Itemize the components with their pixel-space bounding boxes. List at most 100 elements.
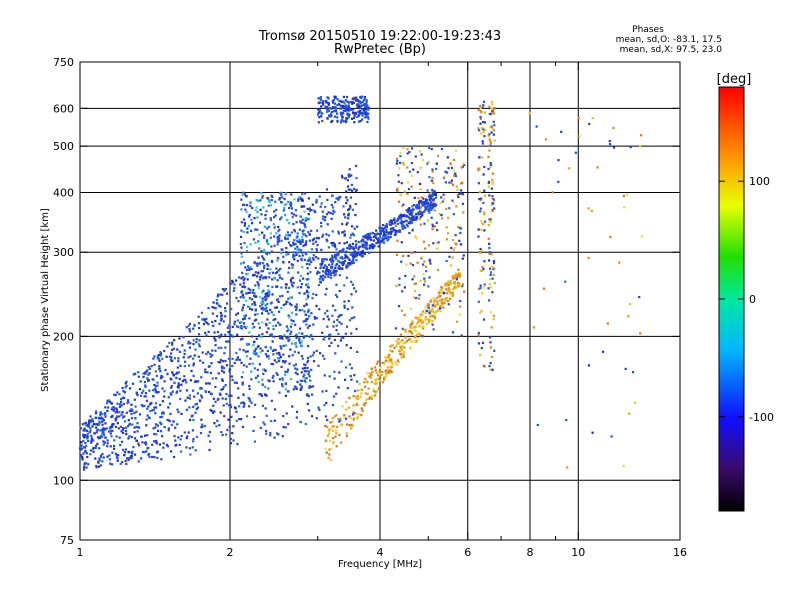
echo-point: [301, 240, 304, 243]
echo-point: [436, 247, 439, 250]
echo-point: [334, 96, 337, 100]
echo-point: [288, 266, 291, 270]
echo-point: [156, 429, 160, 432]
echo-point: [274, 306, 277, 309]
echo-point: [223, 307, 227, 310]
echo-point: [238, 417, 241, 421]
echo-point: [154, 412, 157, 415]
echo-point: [350, 253, 353, 256]
echo-point: [325, 267, 328, 270]
echo-point: [224, 309, 227, 313]
echo-point: [381, 239, 384, 243]
echo-point: [192, 364, 195, 367]
echo-point: [394, 327, 397, 330]
echo-point: [408, 150, 411, 154]
echo-point: [117, 427, 120, 430]
echo-point: [341, 405, 344, 408]
echo-point: [426, 201, 429, 204]
echo-point: [82, 429, 85, 432]
echo-point: [343, 284, 346, 287]
echo-point: [90, 437, 94, 440]
echo-point: [303, 335, 306, 338]
echo-point: [292, 213, 296, 216]
echo-point: [343, 304, 346, 307]
echo-point: [164, 368, 167, 372]
echo-point: [482, 286, 486, 289]
colorbar-tick-label: 0: [749, 293, 756, 306]
echo-point: [354, 190, 357, 193]
echo-point: [89, 426, 92, 430]
echo-point: [318, 308, 321, 311]
echo-point: [348, 258, 351, 262]
echo-point: [363, 95, 367, 99]
echo-point: [220, 369, 224, 373]
echo-point: [414, 155, 417, 158]
stats-x-mode: mean, sd,X: 97.5, 23.0: [620, 45, 723, 55]
echo-point: [379, 370, 382, 373]
echo-point: [453, 276, 456, 280]
echo-point: [205, 382, 208, 385]
echo-point: [493, 199, 496, 202]
echo-point: [261, 332, 264, 336]
echo-point: [327, 234, 330, 237]
echo-point: [248, 291, 251, 294]
echo-point: [375, 378, 378, 381]
echo-point: [181, 380, 184, 383]
echo-point: [102, 443, 105, 446]
echo-point: [454, 172, 457, 175]
echo-point: [183, 375, 186, 378]
echo-point: [249, 288, 252, 291]
echo-point: [300, 371, 303, 374]
echo-point: [281, 435, 284, 438]
echo-point: [362, 99, 365, 102]
echo-point: [120, 400, 123, 404]
echo-point: [375, 371, 378, 374]
echo-point: [284, 302, 287, 306]
colorbar-tick-label: -100: [749, 411, 774, 424]
echo-point: [220, 333, 223, 336]
echo-point: [263, 276, 266, 279]
echo-point: [201, 318, 204, 321]
echo-point: [253, 261, 256, 264]
echo-point: [408, 207, 411, 210]
echo-point: [289, 332, 292, 335]
echo-point: [404, 274, 407, 278]
echo-point: [101, 417, 104, 420]
echo-point: [256, 345, 259, 349]
echo-point: [299, 215, 303, 218]
echo-point: [348, 109, 351, 112]
echo-point: [411, 216, 414, 220]
echo-point: [488, 283, 491, 286]
echo-point: [336, 254, 339, 257]
echo-point: [308, 324, 311, 327]
echo-point: [286, 218, 289, 222]
echo-point: [102, 431, 105, 434]
echo-point: [459, 243, 462, 246]
echo-point: [346, 308, 349, 311]
echo-point: [183, 431, 186, 434]
echo-point: [608, 139, 611, 143]
echo-point: [325, 213, 329, 216]
echo-point: [302, 205, 306, 208]
echo-point: [402, 224, 405, 227]
echo-point: [150, 365, 153, 368]
x-tick-label: 1: [77, 546, 84, 559]
x-tick-label: 4: [377, 546, 384, 559]
echo-point: [305, 370, 308, 373]
echo-point: [228, 425, 231, 428]
echo-point: [223, 415, 226, 418]
echo-point: [163, 349, 166, 353]
echo-point: [347, 101, 351, 104]
echo-point: [350, 367, 353, 370]
echo-point: [253, 319, 256, 322]
echo-point: [394, 360, 397, 364]
echo-point: [339, 424, 343, 427]
echo-point: [359, 395, 362, 399]
echo-point: [272, 374, 275, 378]
echo-point: [325, 258, 328, 261]
echo-point: [490, 125, 493, 128]
echo-point: [331, 244, 334, 247]
echo-point: [331, 261, 334, 264]
x-tick-label: 6: [464, 546, 471, 559]
echo-point: [279, 355, 282, 359]
